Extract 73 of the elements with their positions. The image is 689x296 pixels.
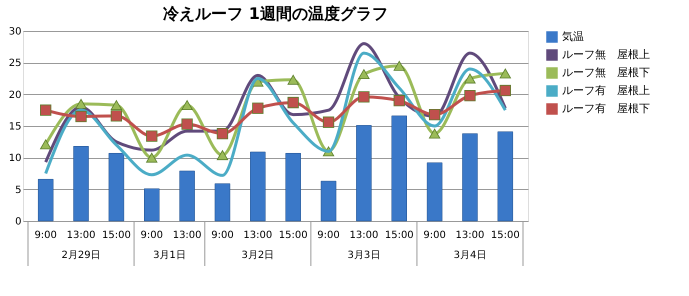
legend-label: ルーフ有 屋根上 (562, 84, 650, 97)
point (322, 116, 334, 128)
text: 3月1日 (153, 250, 186, 261)
x-tick-label: 9:00 (423, 230, 446, 241)
x-tick-label: 9:00 (34, 230, 57, 241)
point (181, 118, 193, 130)
point (464, 90, 476, 102)
line-series (44, 52, 507, 177)
legend-label: ルーフ有 屋根下 (562, 102, 650, 115)
point (428, 108, 440, 120)
y-tick-label: 5 (15, 184, 22, 196)
text: 3月4日 (454, 250, 486, 261)
point (500, 84, 511, 96)
point (181, 100, 193, 110)
bar (250, 152, 266, 222)
y-tick-label: 10 (8, 153, 22, 164)
bar (320, 180, 336, 222)
x-tick-label: 9:00 (211, 230, 234, 241)
bar (214, 183, 230, 222)
bar (285, 152, 301, 222)
point (216, 150, 228, 160)
bar (179, 170, 195, 222)
bar (356, 125, 372, 222)
x-tick-label: 15:00 (278, 230, 308, 241)
point (252, 102, 264, 114)
point (75, 110, 87, 122)
x-tick-label: 13:00 (456, 230, 484, 241)
x-tick-label: 15:00 (102, 230, 131, 241)
legend-label: ルーフ無 屋根上 (562, 48, 650, 61)
x-tick-label: 9:00 (140, 230, 163, 241)
point (288, 96, 299, 108)
point (110, 110, 122, 122)
bar (38, 178, 54, 222)
point (146, 130, 158, 142)
y-tick-label: 0 (15, 216, 22, 228)
point (40, 139, 52, 150)
point (40, 104, 52, 116)
text: 3月3日 (348, 250, 380, 261)
point (464, 74, 476, 84)
point (394, 95, 405, 106)
point (394, 60, 405, 71)
x-tick-label: 15:00 (490, 230, 520, 241)
point (288, 74, 299, 85)
point (500, 68, 511, 78)
x-tick-label: 9:00 (317, 230, 340, 241)
point (358, 91, 370, 103)
bar (108, 152, 124, 222)
point (146, 152, 158, 163)
y-tick-label: 15 (8, 122, 22, 132)
y-tick-label: 20 (8, 90, 22, 101)
x-tick-label: 15:00 (384, 230, 414, 241)
point (358, 69, 370, 80)
text: 3月2日 (241, 250, 274, 261)
x-tick-label: 13:00 (172, 230, 202, 241)
text: 2月29日 (61, 250, 101, 261)
bar (144, 188, 160, 222)
point (428, 128, 440, 139)
chart-title: 冷えルーフ 1週間の温度グラフ (163, 4, 388, 23)
point (75, 98, 87, 109)
legend-label: ルーフ無 屋根下 (562, 66, 650, 79)
x-tick-label: 13:00 (243, 230, 272, 241)
legend-label: 気温 (562, 30, 584, 43)
y-tick-label: 25 (8, 58, 22, 70)
point (216, 128, 228, 140)
point (110, 100, 122, 110)
bar (392, 116, 407, 222)
x-tick-label: 13:00 (66, 230, 96, 241)
bar (426, 162, 442, 222)
x-tick-label: 13:00 (349, 230, 378, 241)
bar (462, 133, 478, 222)
y-tick-label: 30 (8, 26, 22, 38)
bar (73, 146, 89, 222)
bar (498, 131, 514, 222)
